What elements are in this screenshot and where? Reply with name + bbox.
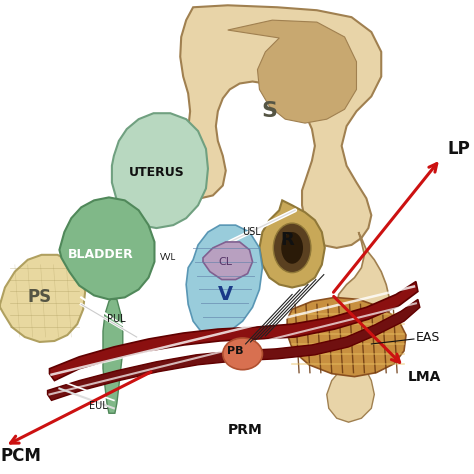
Text: PB: PB (228, 346, 244, 356)
Text: PCM: PCM (0, 447, 41, 465)
Polygon shape (327, 339, 374, 422)
Polygon shape (228, 20, 356, 123)
Text: EAS: EAS (416, 330, 440, 344)
Text: CL: CL (219, 257, 233, 267)
Text: R: R (280, 231, 294, 249)
Polygon shape (0, 255, 85, 342)
Ellipse shape (223, 338, 263, 370)
Text: V: V (218, 285, 233, 304)
Text: BLADDER: BLADDER (68, 248, 134, 261)
Polygon shape (203, 242, 253, 280)
Polygon shape (337, 232, 389, 339)
Polygon shape (47, 300, 420, 401)
Text: VVL: VVL (160, 253, 176, 262)
Polygon shape (186, 225, 263, 337)
Polygon shape (259, 201, 325, 288)
Text: PUL: PUL (107, 314, 126, 324)
Text: EUL: EUL (89, 401, 108, 411)
Polygon shape (112, 113, 208, 228)
Text: USL: USL (243, 227, 261, 237)
Text: S: S (261, 101, 277, 121)
Text: PS: PS (27, 288, 52, 306)
Text: UTERUS: UTERUS (128, 166, 184, 179)
Polygon shape (287, 297, 406, 377)
Ellipse shape (273, 223, 311, 273)
Ellipse shape (281, 232, 303, 264)
Polygon shape (103, 300, 123, 413)
Polygon shape (59, 197, 155, 300)
Text: LP: LP (447, 140, 470, 158)
Polygon shape (180, 5, 381, 248)
Text: PRM: PRM (228, 423, 263, 437)
Text: LMA: LMA (408, 370, 441, 383)
Polygon shape (49, 282, 418, 381)
